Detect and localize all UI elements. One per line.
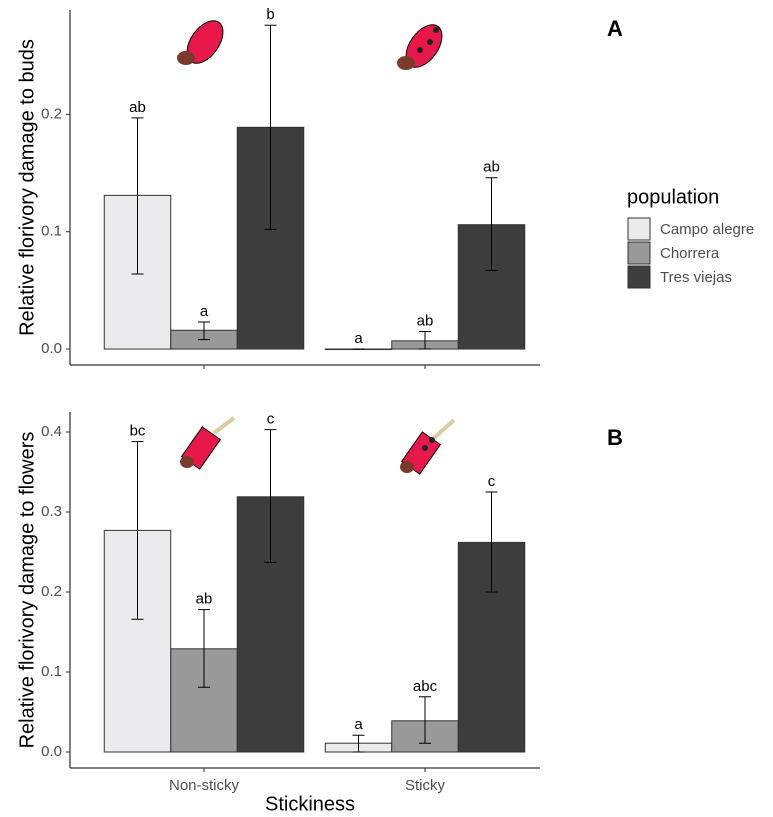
significance-letter: a <box>200 303 209 320</box>
significance-letter: ab <box>129 99 146 116</box>
legend-swatch <box>627 241 651 265</box>
legend-title: population <box>627 186 719 208</box>
bud-icon <box>177 20 224 65</box>
legend-label: Chorrera <box>660 245 720 262</box>
significance-letter: a <box>354 330 363 347</box>
y-tick-label: 0.0 <box>41 743 62 760</box>
error-bar <box>264 429 277 563</box>
legend-label: Tres viejas <box>660 269 732 286</box>
y-tick-label: 0.1 <box>41 663 62 680</box>
significance-letter: ab <box>483 159 500 176</box>
significance-letter: ab <box>196 591 213 608</box>
error-bar <box>419 330 431 350</box>
flower-icon <box>180 416 236 470</box>
panel-label: A <box>607 16 623 41</box>
flower-insect-icon <box>400 418 456 475</box>
panel-label: B <box>607 425 623 450</box>
y-tick-label: 0.2 <box>41 583 62 600</box>
significance-letter: c <box>267 411 275 428</box>
error-bar <box>131 117 144 275</box>
significance-letter: ab <box>417 312 434 329</box>
error-bar <box>352 734 365 753</box>
legend-swatch <box>627 265 651 289</box>
error-bar <box>264 24 277 230</box>
error-bar <box>485 491 498 593</box>
y-tick-label: 0.2 <box>41 105 62 122</box>
y-tick-label: 0.4 <box>41 423 62 440</box>
significance-letter: bc <box>130 423 146 440</box>
legend-swatch <box>627 217 651 241</box>
error-bar <box>485 177 498 271</box>
legend-label: Campo alegre <box>660 221 754 238</box>
x-tick-label: Sticky <box>405 777 446 794</box>
significance-letter: b <box>266 6 274 23</box>
y-axis-title: Relative florivory damage to flowers <box>16 432 38 749</box>
error-bar <box>131 441 144 620</box>
x-tick-label: Non-sticky <box>169 777 240 794</box>
error-bar <box>198 609 210 688</box>
y-axis-title: Relative florivory damage to buds <box>16 39 38 336</box>
x-axis-title: Stickiness <box>265 793 355 815</box>
error-bar <box>198 321 210 341</box>
y-tick-label: 0.0 <box>41 340 62 357</box>
significance-letter: abc <box>413 678 438 695</box>
y-tick-label: 0.1 <box>41 223 62 240</box>
significance-letter: c <box>488 473 496 490</box>
bud-insect-icon <box>397 24 443 70</box>
y-tick-label: 0.3 <box>41 503 62 520</box>
significance-letter: a <box>354 716 363 733</box>
error-bar <box>419 696 431 744</box>
